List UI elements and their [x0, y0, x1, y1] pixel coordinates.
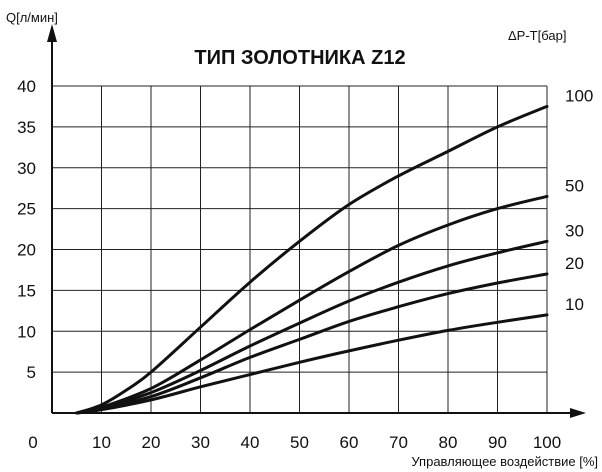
- x-tick-label: 80: [439, 433, 458, 452]
- y-tick-label: 40: [17, 77, 36, 96]
- legend-title: ΔP-T[бар]: [508, 28, 566, 43]
- y-tick-label: 35: [17, 118, 36, 137]
- series-line-20: [75, 272, 549, 415]
- x-axis-label: Управляющее воздействие [%]: [411, 454, 598, 469]
- x-tick-label: 20: [142, 433, 161, 452]
- x-tick-label: 10: [92, 433, 111, 452]
- y-axis-arrow-icon: [47, 24, 57, 42]
- y-tick-label: 30: [17, 159, 36, 178]
- x-tick-label: 40: [241, 433, 260, 452]
- origin-label: 0: [28, 433, 37, 452]
- series-lines: [75, 104, 549, 415]
- x-tick-label: 90: [488, 433, 507, 452]
- series-line-10: [75, 313, 549, 415]
- y-tick-label: 20: [17, 241, 36, 260]
- x-tick-labels: 10 20 30 40 50 60 70 80 90 100: [92, 433, 561, 452]
- chart-title: ТИП ЗОЛОТНИКА Z12: [194, 47, 405, 69]
- y-tick-label: 5: [27, 363, 36, 382]
- x-tick-label: 50: [290, 433, 309, 452]
- series-label-20: 20: [565, 254, 584, 273]
- y-tick-label: 25: [17, 200, 36, 219]
- x-tick-label: 100: [533, 433, 561, 452]
- y-axis-label: Q[л/мин]: [6, 10, 58, 25]
- series-label-10: 10: [565, 295, 584, 314]
- series-line-30: [75, 239, 549, 415]
- y-tick-label: 15: [17, 281, 36, 300]
- x-tick-label: 30: [191, 433, 210, 452]
- x-axis-arrow-icon: [570, 408, 586, 418]
- x-tick-label: 70: [389, 433, 408, 452]
- y-tick-labels: 5 10 15 20 25 30 35 40: [17, 77, 36, 382]
- y-tick-label: 10: [17, 322, 36, 341]
- series-label-30: 30: [565, 221, 584, 240]
- series-line-100: [75, 104, 549, 415]
- series-line-50: [75, 194, 549, 415]
- chart-axes: [47, 24, 586, 418]
- series-label-100: 100: [565, 86, 593, 105]
- series-label-50: 50: [565, 176, 584, 195]
- x-tick-label: 60: [340, 433, 359, 452]
- chart-grid: [52, 85, 548, 413]
- series-labels: 100 50 30 20 10: [565, 86, 593, 313]
